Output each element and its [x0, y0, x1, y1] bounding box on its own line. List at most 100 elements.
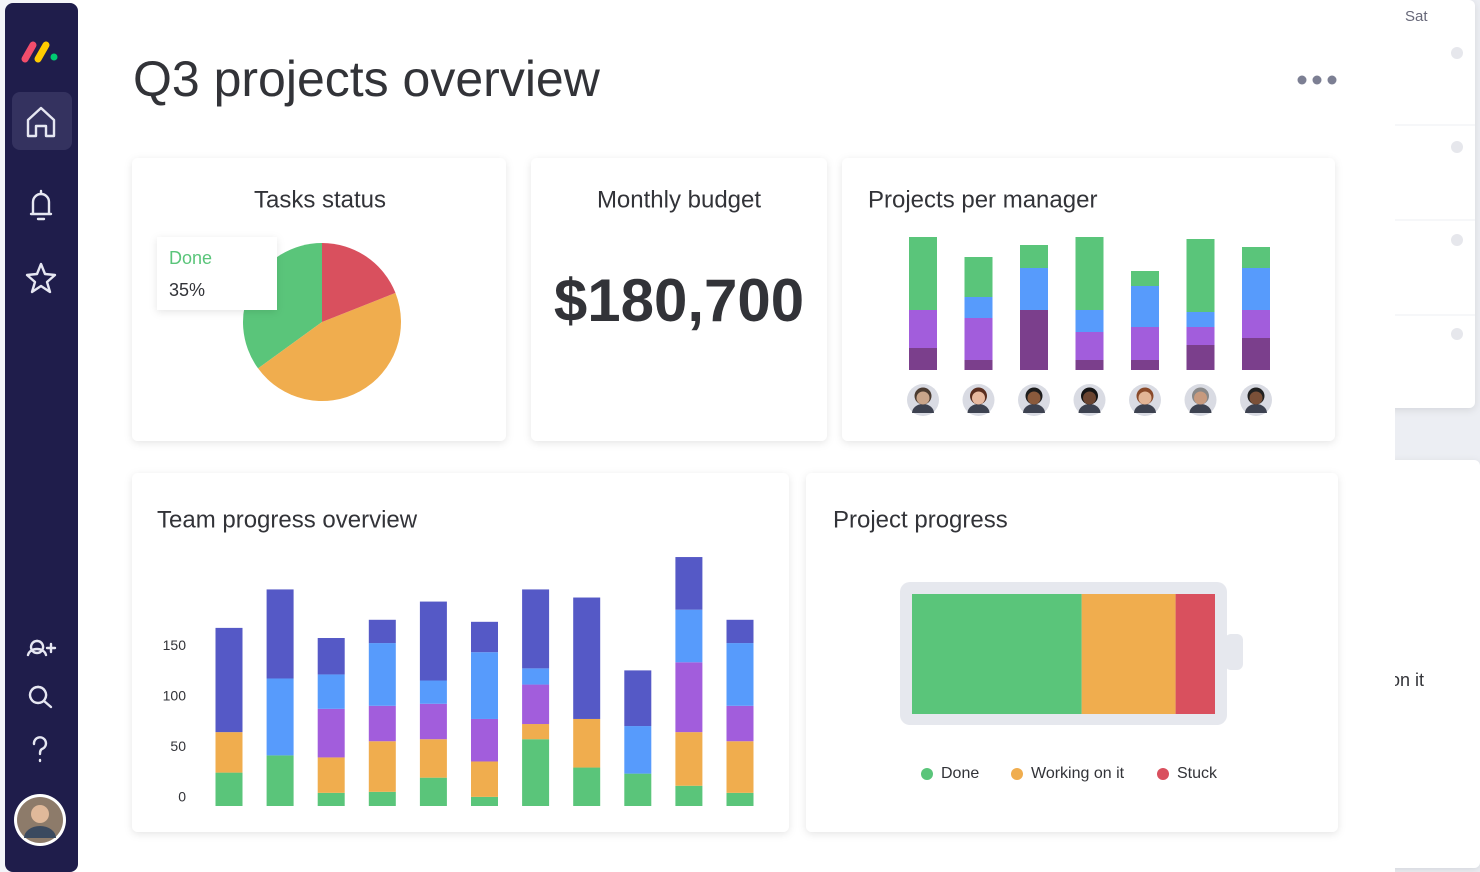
bar-segment	[266, 755, 294, 806]
bar-segment	[909, 310, 937, 348]
bar-segment	[1186, 239, 1215, 312]
bar-segment	[522, 739, 550, 806]
manager-avatar-face	[1138, 391, 1152, 405]
bar-segment	[1242, 247, 1270, 268]
bar-segment	[419, 777, 447, 806]
user-avatar[interactable]	[14, 794, 66, 846]
team-progress-chart: 0 50 100 150	[163, 557, 754, 806]
calendar-dots	[1451, 47, 1463, 340]
bar-segment	[573, 597, 601, 719]
tooltip-value: 35%	[169, 280, 205, 300]
bar-segment	[1242, 310, 1270, 338]
manager-avatar-face	[1027, 391, 1041, 405]
bar-segment	[1131, 360, 1159, 370]
bar-segment	[266, 678, 294, 756]
bar-segment	[726, 705, 754, 742]
sidebar	[5, 3, 78, 872]
y-tick-label: 50	[170, 738, 186, 754]
bar-segment	[726, 792, 754, 806]
help-icon[interactable]	[32, 736, 48, 763]
manager-avatar-body	[1078, 404, 1101, 413]
manager-avatar-face	[916, 391, 930, 405]
bar-segment	[1020, 310, 1048, 370]
logo[interactable]	[21, 41, 58, 63]
manager-avatar-body	[1189, 404, 1212, 413]
manager-avatar-face	[1194, 391, 1207, 405]
bar-segment	[266, 589, 294, 679]
bar-segment	[522, 684, 550, 725]
bar-segment	[624, 670, 652, 727]
legend-marker	[1157, 768, 1169, 780]
legend-marker	[1011, 768, 1023, 780]
bar-segment	[1242, 338, 1270, 370]
bar-segment	[317, 708, 345, 758]
bar-segment	[964, 360, 993, 370]
bar-segment	[1020, 268, 1048, 310]
more-menu[interactable]	[1297, 75, 1337, 85]
bar-segment	[675, 732, 703, 786]
bar-segment	[419, 703, 447, 740]
status-fragment: on it	[1390, 670, 1424, 690]
notifications-icon[interactable]	[29, 189, 53, 221]
bar-segment	[675, 609, 703, 663]
bar-segment	[964, 318, 993, 360]
bar-segment	[624, 726, 652, 774]
bar-segment	[368, 643, 396, 706]
bar-segment	[215, 627, 243, 733]
manager-avatar-face	[1083, 391, 1096, 405]
bar-segment	[1075, 310, 1104, 332]
bar-segment	[964, 297, 993, 318]
bar-segment	[1020, 245, 1048, 268]
bar-segment	[317, 674, 345, 709]
invite-icon[interactable]	[26, 639, 57, 657]
bar-segment	[1075, 332, 1104, 360]
widget-title: Monthly budget	[597, 186, 761, 213]
manager-avatar-face	[972, 391, 985, 405]
bar-segment	[317, 792, 345, 806]
bar-segment	[1186, 312, 1215, 327]
calendar-panel	[1385, 0, 1475, 408]
bar-segment	[1186, 327, 1215, 345]
manager-avatar-body	[967, 404, 990, 413]
bar-segment	[1242, 268, 1270, 310]
bar-segment	[471, 796, 498, 806]
bar-segment	[726, 643, 754, 706]
bar-segment	[624, 773, 652, 806]
bar-segment	[909, 237, 937, 310]
bar-segment	[368, 741, 396, 792]
home-icon[interactable]	[26, 106, 56, 138]
y-tick-label: 150	[163, 637, 187, 653]
pie-slice	[322, 243, 396, 322]
manager-avatar-body	[1245, 404, 1267, 413]
page-title: Q3 projects overview	[133, 51, 601, 107]
bar-segment	[522, 668, 550, 685]
bar-segment	[471, 718, 498, 762]
calendar-day: Sat	[1405, 8, 1428, 25]
bar-segment	[317, 757, 345, 793]
favorites-icon[interactable]	[25, 262, 57, 294]
status-panel	[1385, 460, 1480, 868]
bar-segment	[1131, 327, 1159, 360]
calendar-rows	[1395, 124, 1475, 316]
manager-avatar-face	[1249, 391, 1263, 405]
projects-per-manager-chart	[907, 237, 1272, 416]
bar-segment	[726, 741, 754, 793]
bar-segment	[1075, 360, 1104, 370]
y-tick-label: 100	[163, 688, 187, 704]
bar-segment	[419, 601, 447, 681]
bar-segment	[215, 772, 243, 806]
budget-card	[531, 158, 827, 441]
bar-segment	[1075, 237, 1104, 310]
bar-segment	[573, 767, 601, 806]
bar-segment	[1131, 271, 1159, 286]
legend-label: Working on it	[1031, 765, 1125, 782]
legend-label: Stuck	[1177, 765, 1218, 782]
progress-segment	[912, 594, 1082, 714]
budget-value: $180,700	[554, 267, 804, 334]
bar-segment	[368, 619, 396, 644]
widget-title: Projects per manager	[868, 186, 1097, 213]
search-icon[interactable]	[28, 685, 53, 709]
bar-segment	[909, 348, 937, 370]
